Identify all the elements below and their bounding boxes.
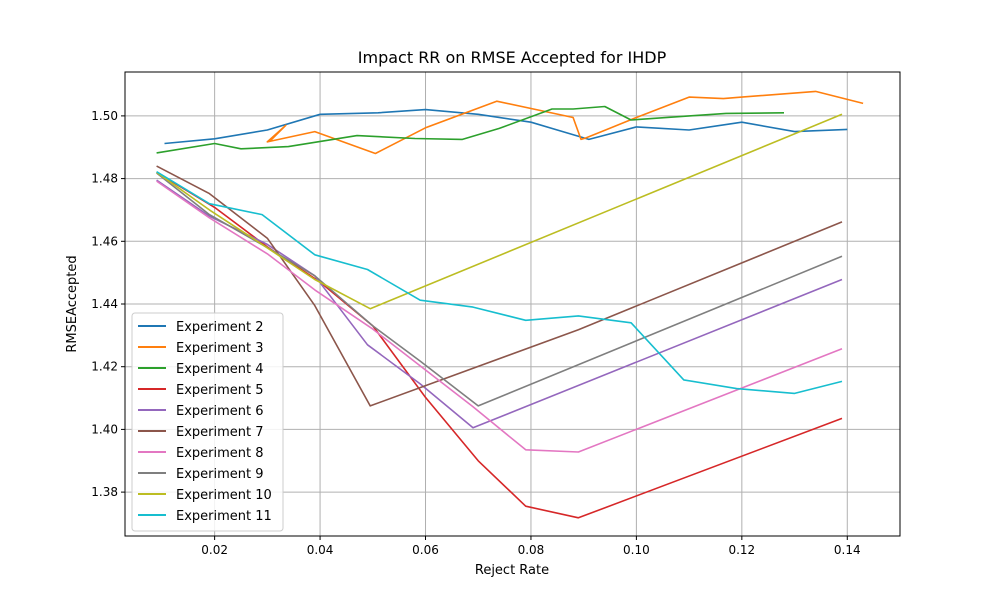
series-line-experiment-11	[156, 171, 843, 395]
legend-box	[131, 312, 284, 532]
x-tick-label: 0.14	[834, 543, 861, 557]
y-tick-label: 1.50	[91, 109, 118, 123]
series-line-experiment-9	[156, 172, 843, 407]
legend-label: Experiment 4	[176, 362, 264, 377]
y-tick-label: 1.40	[91, 422, 118, 436]
x-tick-label: 0.04	[307, 543, 334, 557]
series-line-experiment-4	[156, 105, 785, 154]
legend-label: Experiment 7	[176, 425, 264, 440]
y-tick-label: 1.46	[91, 234, 118, 248]
series-line-experiment-10	[156, 113, 843, 310]
series-line-experiment-7	[156, 165, 843, 407]
legend: Experiment 2 Experiment 3 Experiment 4 Expe…	[131, 312, 284, 532]
series-line-experiment-3	[266, 90, 864, 155]
legend-label: Experiment 2	[176, 320, 264, 335]
legend-label: Experiment 5	[176, 383, 264, 398]
legend-label: Experiment 8	[176, 446, 264, 461]
y-tick-label: 1.42	[91, 360, 118, 374]
y-tick-label: 1.48	[91, 172, 118, 186]
series-line-experiment-8	[156, 180, 843, 453]
legend-label: Experiment 9	[176, 467, 264, 482]
x-tick-label: 0.08	[518, 543, 545, 557]
x-axis-ticks: 0.02 0.04 0.06 0.08 0.10 0.12 0.14	[201, 536, 861, 557]
legend-label: Experiment 3	[176, 341, 264, 356]
series-line-experiment-2	[164, 108, 848, 145]
series-lines	[156, 90, 864, 519]
x-axis-label: Reject Rate	[475, 563, 549, 578]
y-axis-label: RMSEAccepted	[65, 255, 80, 352]
chart-title: Impact RR on RMSE Accepted for IHDP	[358, 48, 667, 67]
y-axis-ticks: 1.38 1.40 1.42 1.44 1.46 1.48 1.50	[91, 109, 125, 499]
legend-label: Experiment 6	[176, 404, 264, 419]
series-line-experiment-5	[156, 171, 843, 519]
y-tick-label: 1.38	[91, 485, 118, 499]
legend-label: Experiment 10	[176, 488, 272, 503]
x-tick-label: 0.12	[728, 543, 755, 557]
y-tick-label: 1.44	[91, 297, 118, 311]
x-tick-label: 0.02	[201, 543, 228, 557]
x-tick-label: 0.10	[623, 543, 650, 557]
legend-label: Experiment 11	[176, 509, 272, 524]
x-tick-label: 0.06	[412, 543, 439, 557]
